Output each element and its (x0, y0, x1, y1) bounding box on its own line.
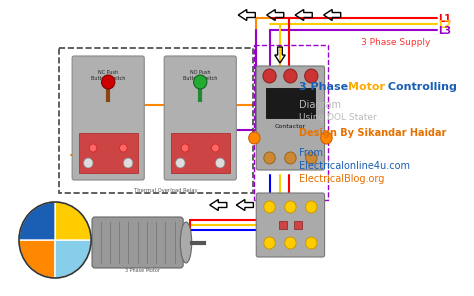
Text: Diagram: Diagram (299, 100, 341, 110)
Circle shape (306, 152, 317, 164)
Text: NO Push
Button Switch: NO Push Button Switch (183, 70, 218, 81)
Bar (79, 133, 137, 173)
Circle shape (175, 158, 185, 168)
FancyBboxPatch shape (164, 56, 237, 180)
Circle shape (305, 69, 318, 83)
Bar (59, 48, 254, 193)
Wedge shape (55, 202, 91, 240)
Circle shape (285, 152, 296, 164)
Ellipse shape (180, 222, 191, 263)
Circle shape (211, 144, 219, 152)
Text: NC Push
Button Switch: NC Push Button Switch (91, 70, 126, 81)
FancyBboxPatch shape (256, 193, 325, 257)
Text: Motor: Motor (348, 82, 385, 92)
Text: From: From (299, 148, 323, 158)
Text: Controlling: Controlling (384, 82, 457, 92)
Circle shape (306, 201, 317, 213)
Text: L3: L3 (438, 26, 451, 36)
Circle shape (101, 75, 115, 89)
Bar (279, 221, 287, 229)
Circle shape (285, 201, 296, 213)
Circle shape (321, 132, 332, 144)
Text: ElectricalBlog.org: ElectricalBlog.org (299, 174, 384, 184)
Bar (294, 221, 302, 229)
Text: 3 Phase: 3 Phase (299, 82, 352, 92)
Text: Electricalonline4u.com: Electricalonline4u.com (299, 161, 410, 171)
Circle shape (285, 237, 296, 249)
FancyBboxPatch shape (72, 56, 144, 180)
Text: L2: L2 (438, 20, 451, 30)
Circle shape (181, 144, 189, 152)
Circle shape (264, 237, 275, 249)
Text: L1: L1 (438, 14, 451, 24)
Text: 3 Phase Motor: 3 Phase Motor (125, 268, 160, 273)
Circle shape (123, 158, 133, 168)
Circle shape (193, 75, 207, 89)
Wedge shape (19, 240, 55, 278)
Circle shape (83, 158, 93, 168)
Circle shape (284, 69, 297, 83)
Circle shape (264, 152, 275, 164)
Circle shape (306, 237, 317, 249)
Circle shape (119, 144, 127, 152)
Circle shape (249, 132, 260, 144)
Circle shape (89, 144, 97, 152)
Circle shape (216, 158, 225, 168)
Text: Contactor: Contactor (275, 123, 306, 128)
Text: Using DOL Stater: Using DOL Stater (299, 113, 377, 122)
Text: Design By Sikandar Haidar: Design By Sikandar Haidar (299, 128, 447, 138)
Text: 3 Phase Supply: 3 Phase Supply (361, 38, 430, 46)
Wedge shape (55, 240, 91, 278)
Text: Thermal Overload Relay: Thermal Overload Relay (134, 188, 198, 193)
Circle shape (263, 69, 276, 83)
Bar (266, 88, 315, 118)
Bar (255, 45, 328, 200)
FancyBboxPatch shape (92, 217, 183, 268)
Circle shape (264, 201, 275, 213)
FancyBboxPatch shape (256, 66, 325, 170)
Bar (171, 133, 230, 173)
Wedge shape (19, 202, 55, 240)
